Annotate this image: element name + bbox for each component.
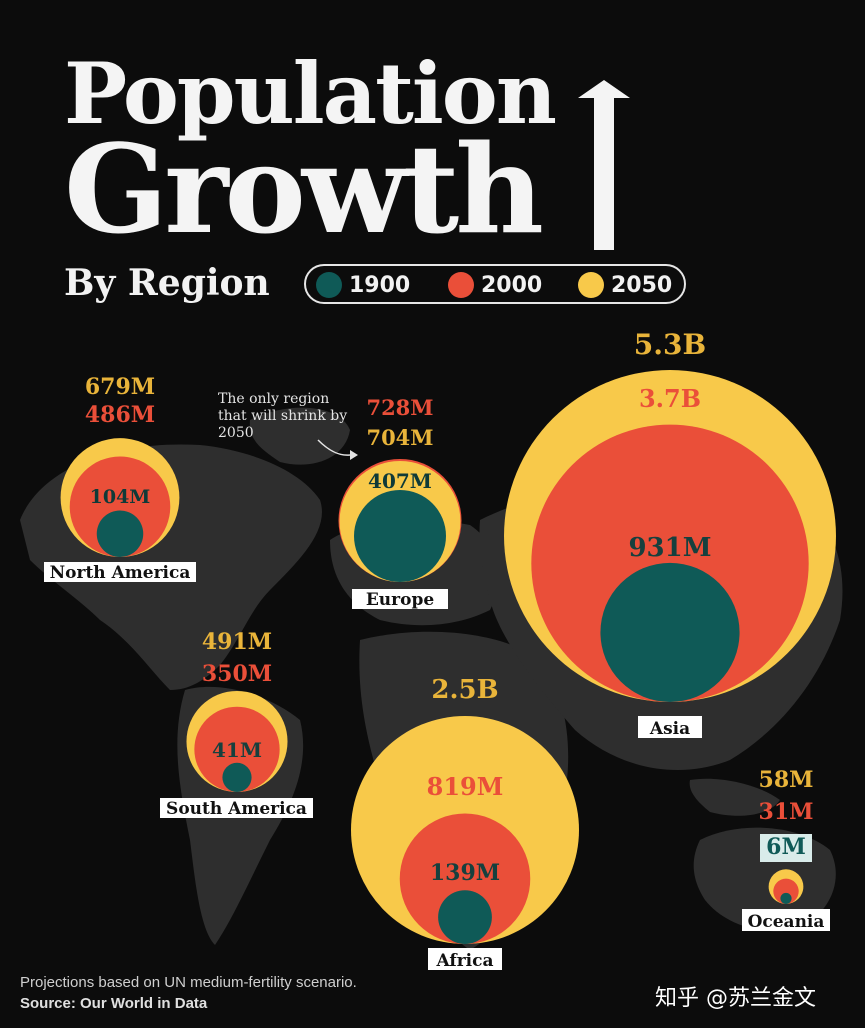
legend-label-2050: 2050 — [611, 272, 673, 298]
value-label-south-america-2000: 350M — [202, 661, 272, 687]
legend-label-1900: 1900 — [349, 272, 411, 298]
legend-item-2000: 2000 — [448, 271, 542, 299]
value-label-north-america-1900: 104M — [90, 486, 151, 508]
bubble-south-america-1900 — [222, 762, 252, 792]
region-label-box-oceania — [742, 909, 830, 931]
bubble-africa-1900 — [438, 890, 492, 944]
bubble-africa-2000 — [399, 813, 531, 944]
bubble-south-america-2000 — [194, 706, 280, 792]
value-label-north-america-2000: 486M — [85, 402, 155, 428]
bubble-north-america-2000 — [69, 456, 171, 557]
value-label-oceania-1900: 6M — [766, 834, 806, 860]
title-line-1: Population — [64, 44, 557, 143]
value-label-europe-1900: 407M — [368, 469, 432, 493]
bubble-europe-1900 — [354, 490, 446, 582]
bubble-oceania-1900 — [780, 892, 792, 904]
value-label-africa-1900: 139M — [430, 860, 500, 886]
watermark: 知乎 @苏兰金文 — [655, 986, 816, 1011]
region-label-box-europe — [352, 589, 448, 609]
footer-source: Source: Our World in Data — [20, 995, 208, 1012]
bubble-oceania-2000 — [773, 878, 799, 904]
value-label-oceania-2000: 31M — [759, 799, 814, 825]
region-label-oceania: Oceania — [748, 912, 825, 932]
value-label-asia-2000: 3.7B — [639, 384, 701, 413]
region-label-box-south-america — [160, 798, 313, 818]
region-label-africa: Africa — [436, 951, 494, 971]
value-label-africa-2050: 2.5B — [431, 675, 498, 705]
legend-item-2050: 2050 — [578, 271, 672, 299]
bubble-north-america-1900 — [96, 510, 144, 557]
value-label-north-america-2050: 679M — [85, 374, 155, 400]
legend-swatch-1900 — [316, 272, 342, 298]
region-label-box-asia — [638, 716, 702, 738]
region-label-asia: Asia — [649, 719, 690, 739]
legend-item-1900: 1900 — [316, 271, 410, 299]
title-line-2: Growth — [64, 117, 544, 261]
region-label-north-america: North America — [50, 563, 191, 583]
value-label-south-america-1900: 41M — [212, 738, 262, 762]
value-label-africa-2000: 819M — [427, 772, 504, 801]
region-label-europe: Europe — [366, 590, 434, 610]
legend-swatch-2050 — [578, 272, 604, 298]
region-label-box-africa — [428, 948, 502, 970]
value-label-asia-1900: 931M — [628, 533, 711, 563]
region-label-box-north-america — [44, 562, 196, 582]
region-label-south-america: South America — [166, 799, 307, 819]
value-label-oceania-2050: 58M — [759, 767, 814, 793]
annotation-note: The only region that will shrink by 2050 — [218, 391, 348, 441]
value-label-europe-2000: 728M — [366, 395, 433, 420]
value-label-asia-2050: 5.3B — [634, 328, 706, 361]
legend: 1900 2000 2050 — [304, 264, 686, 304]
value-label-south-america-2050: 491M — [202, 629, 272, 655]
footer-note: Projections based on UN medium-fertility… — [20, 974, 357, 991]
legend-swatch-2000 — [448, 272, 474, 298]
legend-label-2000: 2000 — [481, 272, 543, 298]
subtitle: By Region — [64, 262, 270, 304]
value-label-bg-oceania-1900 — [760, 834, 812, 862]
bubble-asia-1900 — [600, 562, 740, 702]
value-label-europe-2050: 704M — [366, 425, 433, 450]
